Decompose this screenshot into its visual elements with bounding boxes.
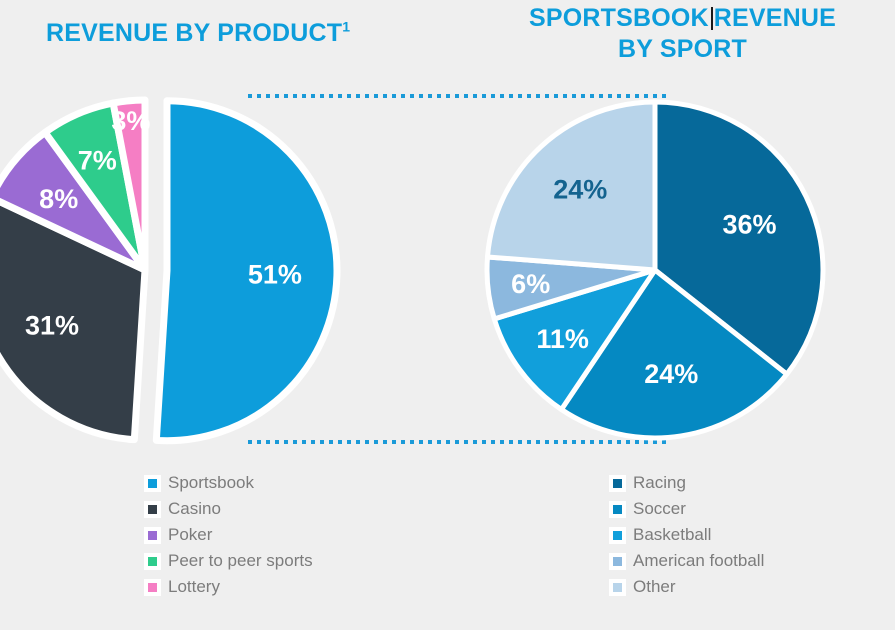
pie-slice-label: 31% <box>25 310 79 340</box>
pie-slice[interactable] <box>485 99 658 273</box>
legend-swatch-icon <box>609 578 626 596</box>
pie-slice-label: 7% <box>78 145 117 175</box>
legend-item[interactable]: Racing <box>609 470 764 496</box>
legend-swatch-color <box>613 582 622 592</box>
legend-swatch-color <box>148 530 157 540</box>
legend-item[interactable]: Lottery <box>144 574 313 600</box>
legend-swatch-color <box>613 478 622 488</box>
page-title-revenue-by-product: REVENUE BY PRODUCT1 <box>46 18 350 49</box>
left-title-footnote-marker: 1 <box>342 18 351 35</box>
legend-item[interactable]: Sportsbook <box>144 470 313 496</box>
legend-swatch-color <box>148 556 157 566</box>
page-title-sportsbook-revenue-by-sport: SPORTSBOOK REVENUE BY SPORT <box>470 3 895 65</box>
legend-swatch-icon <box>144 552 161 570</box>
legend-item-label: American football <box>633 551 765 570</box>
pie-chart-sportsbook-revenue-by-sport[interactable] <box>484 99 826 441</box>
legend-swatch-icon <box>144 500 161 518</box>
legend-item[interactable]: Poker <box>144 522 313 548</box>
charts-area: 51% 31% 8% 7% 3% 36% 24% 11% 6% 24% <box>0 80 895 470</box>
legend-swatch-icon <box>144 578 161 596</box>
text-caret-icon <box>710 7 713 30</box>
left-title-text: REVENUE BY PRODUCT <box>46 19 343 47</box>
pie-chart-revenue-by-product-labels: 51% 31% 8%7% 3% <box>25 106 302 340</box>
legend-swatch-icon <box>144 474 161 492</box>
legend-item[interactable]: American football <box>609 548 764 574</box>
legend-swatch-icon <box>609 474 626 492</box>
legend-item[interactable]: Peer to peer sports <box>144 548 313 574</box>
legend-swatch-icon <box>609 552 626 570</box>
legend-item-label: Casino <box>168 499 221 518</box>
legend-swatch-icon <box>609 500 626 518</box>
legend-swatch-color <box>148 478 157 488</box>
legend-item-label: Racing <box>633 473 686 492</box>
pie-slice-label: 6% <box>511 269 550 299</box>
pie-chart-sportsbook-revenue-by-sport-labels: 36% 24% 11% 6% 24% <box>511 175 776 390</box>
legend-item-label: Basketball <box>633 525 712 544</box>
legend-swatch-color <box>148 504 157 514</box>
legend-item-label: Other <box>633 577 676 596</box>
pie-slice-label: 8% <box>39 184 78 214</box>
pie-chart-revenue-by-product[interactable] <box>0 96 341 445</box>
legend-item[interactable]: Basketball <box>609 522 764 548</box>
pie-slice[interactable] <box>652 99 826 377</box>
legend-item-label: Soccer <box>633 499 686 518</box>
legend-swatch-color <box>148 582 157 592</box>
legend-swatch-color <box>613 556 622 566</box>
legend-sportsbook-revenue-by-sport: Racing Soccer Basketball American football O… <box>609 470 764 600</box>
pie-slice-label: 11% <box>536 324 589 354</box>
legend-item-label: Lottery <box>168 577 220 596</box>
legend-swatch-icon <box>144 526 161 544</box>
legend-item-label: Poker <box>168 525 213 544</box>
pie-slice[interactable] <box>558 267 790 441</box>
pie-slice[interactable] <box>0 197 149 444</box>
callout-connectors <box>248 94 667 444</box>
pie-slice-label: 51% <box>248 260 302 290</box>
legend-swatch-icon <box>609 526 626 544</box>
legend-item[interactable]: Other <box>609 574 764 600</box>
right-title-line2: BY SPORT <box>618 35 747 63</box>
legend-revenue-by-product: Sportsbook Casino Poker Peer to peer sports… <box>144 470 313 600</box>
legend-item-label: Peer to peer sports <box>168 551 313 570</box>
pie-slice[interactable] <box>491 267 658 413</box>
legend-item[interactable]: Soccer <box>609 496 764 522</box>
right-title-line1-part2: REVENUE <box>713 4 837 32</box>
pie-slice-label: 36% <box>722 210 776 240</box>
right-title-line1-part1: SPORTSBOOK <box>528 4 709 32</box>
legend-item[interactable]: Casino <box>144 496 313 522</box>
pie-slice-label: 24% <box>644 359 698 389</box>
pie-slice-label: 3% <box>111 106 150 136</box>
pie-slice[interactable] <box>109 96 149 274</box>
legend-swatch-color <box>613 504 622 514</box>
legend-item-label: Sportsbook <box>168 473 254 492</box>
pie-charts-svg: 51% 31% 8%7% 3% 36% 24% 11% 6% 24% <box>0 94 826 445</box>
pie-slice[interactable] <box>152 97 341 445</box>
pie-slice-label: 24% <box>553 175 607 205</box>
legend-swatch-color <box>613 530 622 540</box>
